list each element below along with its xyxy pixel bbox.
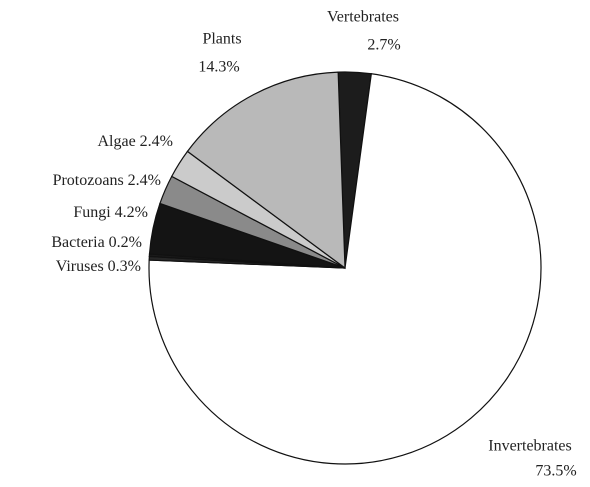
value-label: 0.2% (109, 234, 142, 251)
pie-slice (148, 73, 542, 465)
slice-label: Invertebrates (488, 438, 572, 455)
category-name: Viruses (56, 258, 104, 275)
slice-label: Vertebrates (327, 9, 399, 26)
value-label: 73.5% (535, 463, 576, 480)
slice-label: Viruses 0.3% (56, 258, 141, 275)
value-label: 2.4% (128, 172, 161, 189)
slice-label: Protozoans 2.4% (53, 172, 161, 189)
slice-label: Bacteria 0.2% (51, 234, 142, 251)
value-label: 2.7% (367, 37, 400, 54)
category-name: Fungi (73, 204, 111, 221)
value-label: 14.3% (198, 59, 239, 76)
value-label: 2.4% (140, 133, 173, 150)
category-name: Bacteria (51, 234, 104, 251)
slice-label: Fungi 4.2% (73, 204, 148, 221)
slice-label: Plants (202, 31, 241, 48)
value-label: 0.3% (108, 258, 141, 275)
slice-label: Algae 2.4% (97, 133, 173, 150)
pie-slice (186, 71, 346, 270)
value-label: 4.2% (115, 204, 148, 221)
category-name: Algae (97, 133, 135, 150)
category-name: Protozoans (53, 172, 124, 189)
